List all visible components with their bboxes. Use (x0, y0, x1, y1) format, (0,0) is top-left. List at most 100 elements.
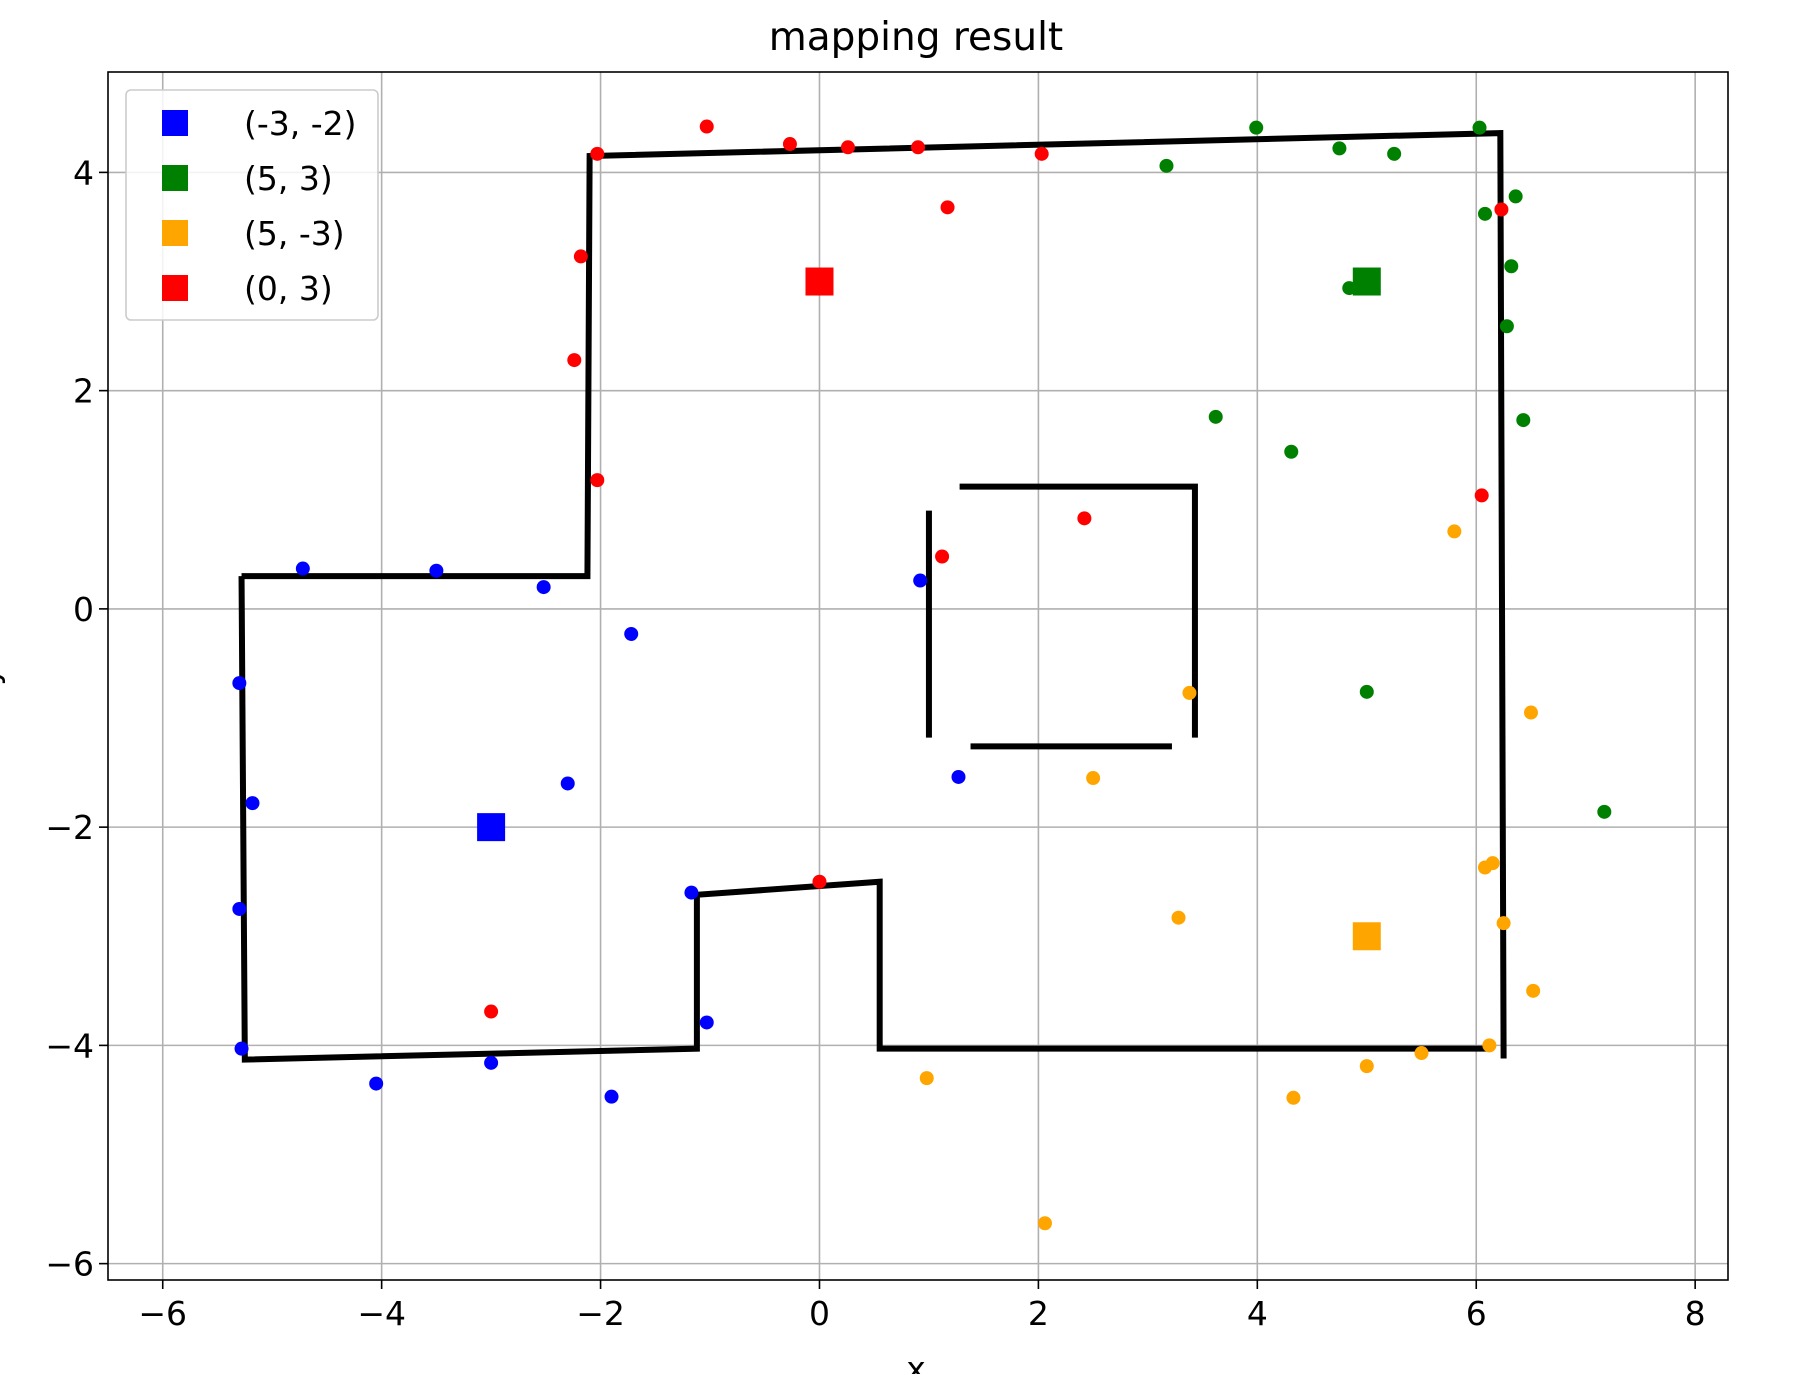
landmark-marker (805, 267, 834, 296)
scatter-point (911, 140, 925, 155)
y-axis-label: y (0, 666, 6, 686)
scatter-point (1494, 202, 1509, 217)
x-tick-label: 8 (1685, 1294, 1706, 1333)
scatter-point (1159, 158, 1174, 173)
scatter-point (1359, 1059, 1374, 1074)
scatter-point (684, 885, 699, 900)
scatter-point (429, 563, 444, 578)
x-tick-label: 0 (809, 1294, 830, 1333)
scatter-point (1523, 705, 1538, 720)
scatter-point (590, 473, 605, 488)
y-tick-label: 2 (73, 372, 94, 411)
landmark-marker (1352, 922, 1381, 951)
x-axis-label: x (906, 1349, 926, 1374)
scatter-point (232, 901, 247, 916)
scatter-point (573, 249, 588, 264)
legend-swatch (162, 110, 188, 136)
scatter-point (536, 580, 551, 595)
scatter-point (1077, 511, 1092, 526)
y-tick-label: −6 (45, 1245, 94, 1284)
x-tick-label: −4 (357, 1294, 406, 1333)
legend-label: (5, 3) (244, 159, 333, 198)
x-tick-label: −2 (576, 1294, 625, 1333)
legend-label: (5, -3) (244, 214, 345, 253)
scatter-point (913, 573, 928, 588)
scatter-point (1387, 146, 1402, 161)
x-tick-label: 6 (1466, 1294, 1487, 1333)
scatter-point (1516, 413, 1531, 428)
legend-swatch (162, 165, 188, 191)
scatter-point (1284, 444, 1299, 459)
axis-ticks: −6 −4 −2 0 2 4 6 8 −6 −4 −2 0 2 4 (45, 153, 1705, 1333)
legend-swatch (162, 275, 188, 301)
y-tick-label: −4 (45, 1026, 94, 1065)
scatter-point (1034, 146, 1049, 161)
wall-segment (959, 483, 1198, 738)
scatter-point (935, 549, 950, 564)
scatter-point (1482, 1038, 1497, 1053)
scatter-point (560, 776, 575, 791)
y-tick-label: −2 (45, 808, 94, 847)
scatter-point (484, 1055, 499, 1070)
scatter-point (1499, 319, 1514, 334)
scatter-point (1597, 804, 1612, 819)
scatter-point (1526, 983, 1541, 998)
scatter-point (1359, 684, 1374, 699)
scatter-point (919, 1071, 934, 1086)
legend-label: (0, 3) (244, 269, 333, 308)
scatter-point (604, 1089, 619, 1104)
map-walls (238, 130, 1507, 1063)
scatter-point (1474, 488, 1489, 503)
x-tick-label: 2 (1028, 1294, 1049, 1333)
scatter-point (295, 561, 310, 576)
scatter-point (484, 1004, 499, 1019)
wall-segment (241, 130, 1507, 1059)
scatter-point (1182, 685, 1197, 700)
scatter-point (1504, 259, 1519, 274)
scatter-point (1037, 1216, 1052, 1231)
landmark-marker (477, 813, 506, 842)
scatter-point (232, 676, 247, 691)
scatter-point (590, 146, 605, 161)
scatter-points (232, 119, 1612, 1231)
scatter-point (1086, 771, 1101, 786)
legend-swatch (162, 220, 188, 246)
plot-frame (107, 71, 1729, 1281)
scatter-point (369, 1076, 384, 1091)
scatter-point (951, 769, 966, 784)
scatter-point (245, 796, 260, 811)
scatter-point (840, 140, 855, 155)
scatter-point (1171, 910, 1186, 925)
scatter-point (1496, 916, 1511, 931)
scatter-point (1342, 281, 1357, 296)
landmark-marker (1352, 267, 1381, 296)
scatter-point (1508, 189, 1523, 204)
scatter-point (567, 353, 582, 368)
scatter-point (1249, 120, 1264, 135)
scatter-point (1208, 409, 1223, 424)
scatter-point (1478, 206, 1492, 221)
legend-label: (-3, -2) (244, 104, 357, 143)
grid (108, 72, 1728, 1280)
legend-box (125, 89, 379, 321)
legend: (-3, -2) (5, 3) (5, -3) (0, 3) (125, 89, 379, 321)
scatter-point (1332, 141, 1347, 156)
scatter-point (1286, 1090, 1301, 1105)
x-tick-label: 4 (1247, 1294, 1268, 1333)
scatter-point (1447, 524, 1462, 539)
scatter-point (1414, 1046, 1429, 1061)
scatter-point (234, 1041, 249, 1056)
scatter-point (699, 119, 714, 134)
scatter-point (940, 200, 955, 215)
scatter-point (1472, 120, 1487, 135)
scatter-point (624, 626, 639, 641)
scatter-point (812, 874, 827, 889)
y-tick-label: 0 (73, 590, 94, 629)
scatter-point (699, 1015, 714, 1030)
scatter-point (1485, 856, 1500, 871)
landmark-markers (477, 267, 1381, 951)
scatter-point (782, 137, 797, 152)
y-tick-label: 4 (73, 153, 94, 192)
